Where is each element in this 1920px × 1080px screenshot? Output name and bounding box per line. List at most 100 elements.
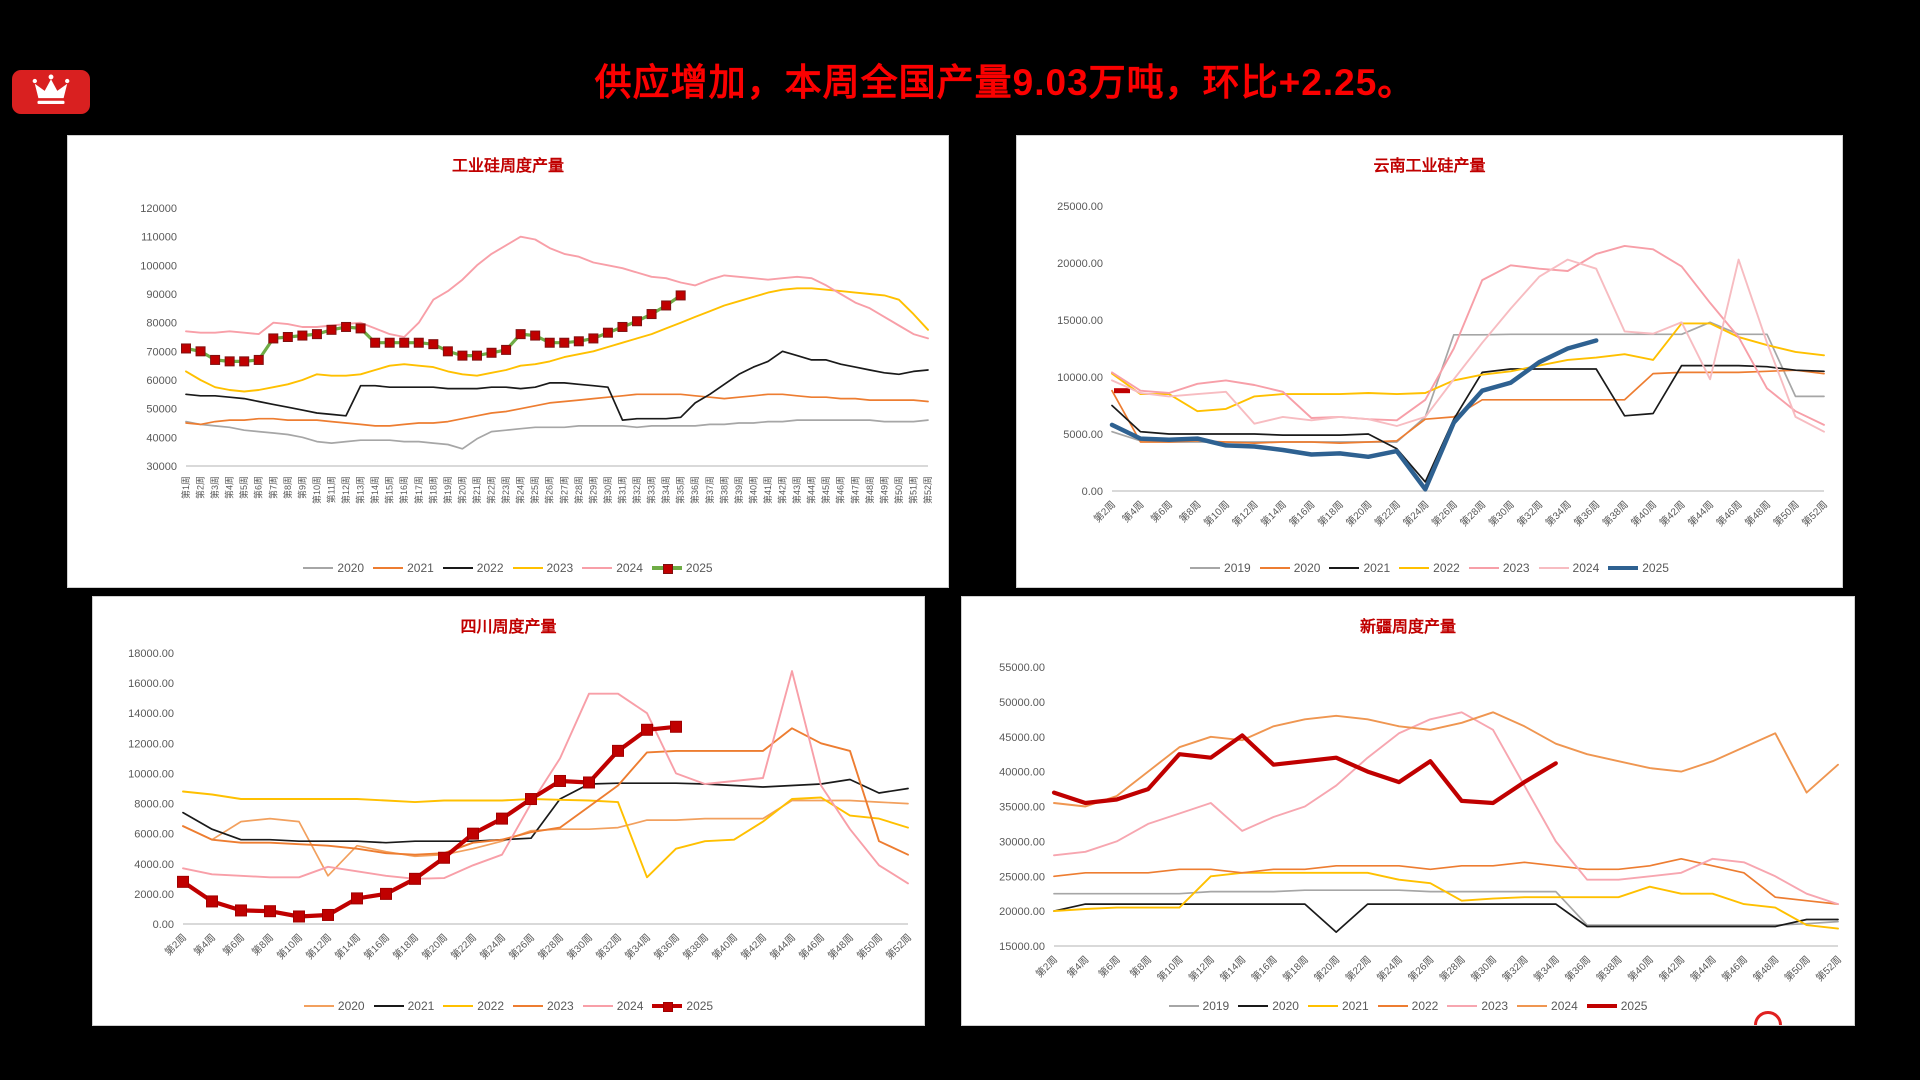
legend-label: 2023	[546, 561, 574, 575]
legend-swatch	[373, 567, 404, 569]
series-marker	[471, 350, 482, 361]
legend-swatch	[1238, 1005, 1269, 1007]
x-axis-tick-label: 第38周	[1593, 953, 1624, 984]
x-axis-tick-label: 第10周	[1201, 498, 1232, 529]
legend-swatch	[582, 1005, 613, 1007]
series-marker	[399, 337, 410, 348]
series-2023	[185, 287, 929, 393]
legend-item: 2025	[652, 999, 713, 1013]
series-marker	[380, 887, 392, 900]
x-axis-tick-label: 第32周	[1499, 953, 1530, 984]
x-axis-tick-label: 第47周	[849, 476, 860, 504]
x-axis-tick-label: 第8周	[282, 476, 293, 499]
x-axis-tick-label: 第18周	[1315, 498, 1346, 529]
series-marker	[675, 290, 686, 301]
y-axis-tick-label: 45000.00	[999, 732, 1045, 744]
x-axis-tick-label: 第26周	[506, 931, 537, 962]
series-marker	[457, 350, 468, 361]
legend-label: 2022	[1411, 999, 1439, 1013]
legend-label: 2023	[1502, 561, 1530, 575]
x-axis-tick-label: 第12周	[303, 931, 334, 962]
y-axis-tick-label: 70000	[146, 346, 177, 358]
x-axis-tick-label: 第10周	[1154, 953, 1185, 984]
x-axis-tick-label: 第14周	[1258, 498, 1289, 529]
series-marker	[442, 346, 453, 357]
legend-label: 2024	[1551, 999, 1578, 1013]
series-marker	[515, 329, 526, 340]
y-axis-tick-label: 110000	[141, 232, 177, 244]
series-marker	[351, 892, 363, 905]
y-axis-tick-label: 4000.00	[134, 859, 174, 871]
legend-label: 2019	[1224, 561, 1251, 575]
y-axis-tick-label: 35000.00	[999, 802, 1045, 814]
legend-label: 2024	[1572, 561, 1600, 575]
series-marker	[544, 337, 555, 348]
series-marker	[428, 339, 439, 350]
x-axis-tick-label: 第32周	[593, 931, 624, 962]
series-marker	[206, 895, 218, 908]
legend-item: 2021	[373, 999, 434, 1013]
series-marker	[501, 344, 512, 355]
y-axis-tick-label: 5000.00	[1063, 429, 1103, 441]
x-axis-tick-label: 第34周	[1531, 953, 1562, 984]
legend-item: 2020	[303, 561, 364, 575]
chart-title: 云南工业硅产量	[1373, 158, 1486, 175]
y-axis-tick-label: 50000	[146, 404, 177, 416]
legend-item: 2019	[1168, 999, 1229, 1013]
x-axis-tick-label: 第4周	[191, 931, 218, 958]
legend-item: 2023	[513, 999, 574, 1013]
x-axis-tick-label: 第42周	[1656, 953, 1687, 984]
x-axis-tick-label: 第25周	[529, 476, 540, 504]
x-axis-tick-label: 第40周	[1625, 953, 1656, 984]
slide-title: 供应增加，本周全国产量9.03万吨，环比+2.25。	[594, 62, 1416, 103]
x-axis-tick-label: 第16周	[361, 931, 392, 962]
legend-item: 2024	[582, 999, 643, 1013]
chart-legend: 2020 2021 2022 2023 2024 2025	[93, 999, 924, 1013]
series-marker	[268, 333, 279, 344]
y-axis-tick-label: 60000	[146, 375, 177, 387]
legend-swatch	[1447, 1005, 1478, 1007]
legend-item: 2024	[1517, 999, 1578, 1013]
series-2020	[182, 799, 909, 877]
y-axis-tick-label: 25000.00	[999, 871, 1045, 883]
x-axis-tick-label: 第22周	[1343, 953, 1374, 984]
x-axis-tick-label: 第36周	[651, 931, 682, 962]
x-axis-tick-label: 第22周	[1372, 498, 1403, 529]
legend-label: 2021	[1363, 561, 1391, 575]
chart-title: 四川周度产量	[460, 619, 557, 636]
x-axis-tick-label: 第9周	[296, 476, 307, 499]
legend-item: 2022	[443, 999, 504, 1013]
x-axis-tick-label: 第27周	[558, 476, 569, 504]
legend-item: 2020	[1259, 561, 1320, 575]
series-marker	[210, 354, 221, 365]
y-axis-tick-label: 6000.00	[134, 829, 174, 841]
series-marker	[612, 744, 624, 757]
legend-item: 2022	[1377, 999, 1439, 1013]
x-axis-tick-label: 第18周	[390, 931, 421, 962]
series-2021	[1111, 364, 1825, 483]
x-axis-tick-label: 第40周	[709, 931, 740, 962]
series-2022	[1053, 857, 1839, 905]
y-axis-tick-label: 120000	[140, 203, 177, 215]
chart-legend: 2020 2021 2022 2023 2024 2025	[68, 561, 948, 575]
x-axis-tick-label: 第24周	[515, 476, 526, 504]
chart-svg: 15000.00 20000.00 25000.00 30000.00 35000.00…	[999, 662, 1844, 984]
legend-item: 2024	[582, 561, 643, 575]
y-axis-tick-label: 14000.00	[128, 708, 174, 720]
legend-swatch	[442, 567, 473, 569]
y-axis-tick-label: 15000.00	[999, 941, 1045, 953]
x-axis-tick-label: 第46周	[1713, 498, 1744, 529]
series-marker	[235, 904, 247, 917]
x-axis-tick-label: 第52周	[922, 476, 933, 504]
x-axis-tick-label: 第50周	[1770, 498, 1801, 529]
x-axis-tick-label: 第28周	[535, 931, 566, 962]
series-marker	[282, 332, 293, 342]
series-marker	[588, 333, 599, 344]
legend-label: 2021	[407, 561, 434, 575]
x-axis-tick-label: 第3周	[209, 476, 220, 499]
legend-swatch	[303, 1005, 334, 1007]
x-axis-tick-label: 第8周	[1127, 953, 1154, 980]
legend-item: 2023	[1468, 561, 1530, 575]
x-axis-tick-label: 第16周	[1248, 953, 1279, 984]
x-axis-tick-label: 第2周	[1033, 953, 1060, 980]
